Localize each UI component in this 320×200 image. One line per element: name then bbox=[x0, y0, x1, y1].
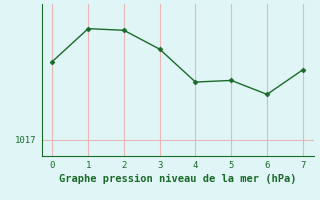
X-axis label: Graphe pression niveau de la mer (hPa): Graphe pression niveau de la mer (hPa) bbox=[59, 174, 296, 184]
